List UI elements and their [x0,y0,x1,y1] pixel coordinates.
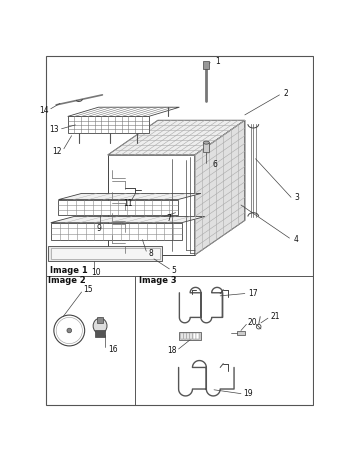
Text: 3: 3 [295,193,300,202]
Text: Image 3: Image 3 [139,276,176,285]
Ellipse shape [67,328,72,333]
Text: 9: 9 [96,224,101,234]
Text: 1: 1 [216,57,220,65]
Text: 21: 21 [270,312,280,321]
Bar [184,333,186,339]
Bar [97,317,103,323]
Ellipse shape [203,141,209,144]
Ellipse shape [54,315,85,346]
Bar [180,332,201,340]
Text: 8: 8 [149,249,153,258]
Text: Image 2: Image 2 [49,276,86,285]
Text: 11: 11 [123,199,133,208]
Text: 10: 10 [91,268,100,277]
Polygon shape [51,223,182,239]
Bar [237,330,245,335]
Text: 4: 4 [293,235,298,244]
Bar [181,333,183,339]
Text: 14: 14 [39,106,49,115]
Text: Image 1: Image 1 [50,266,88,275]
Text: 5: 5 [171,266,176,275]
Polygon shape [195,120,245,255]
Bar [203,61,209,69]
Polygon shape [108,120,245,155]
Bar [51,248,160,259]
Polygon shape [68,107,180,117]
Text: 6: 6 [212,159,217,169]
Text: 17: 17 [249,289,258,298]
Polygon shape [68,117,149,133]
Text: 19: 19 [243,389,253,398]
Bar [96,330,105,337]
Bar [193,333,196,339]
Text: 2: 2 [284,89,288,98]
Ellipse shape [93,318,107,334]
Polygon shape [51,217,205,223]
Text: 20: 20 [248,318,258,327]
Text: 18: 18 [167,346,176,355]
Polygon shape [58,193,201,200]
Polygon shape [58,200,178,215]
Bar [187,333,189,339]
Text: 12: 12 [52,147,62,156]
Bar [49,246,162,261]
Polygon shape [108,155,195,255]
Bar [190,333,192,339]
Text: 16: 16 [108,345,117,354]
Text: 15: 15 [83,285,93,294]
Text: 7: 7 [166,213,171,223]
Bar [203,143,209,152]
Text: 13: 13 [49,125,58,134]
Bar [196,333,199,339]
